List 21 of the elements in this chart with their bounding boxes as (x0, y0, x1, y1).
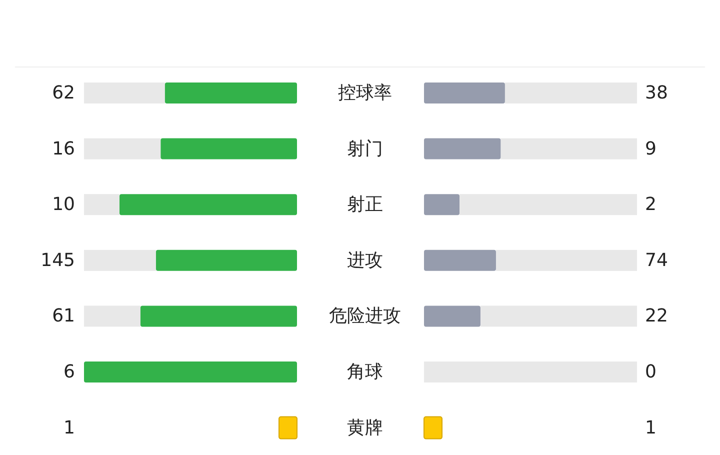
value-label: 61 (52, 306, 75, 327)
category: 射门 (347, 138, 383, 160)
value-label: 0 (645, 362, 656, 382)
value-label: 1 (645, 417, 656, 438)
value-label: 38 (645, 82, 668, 104)
value-label: 1 (64, 417, 75, 438)
value-label: 2 (645, 194, 656, 216)
value-label: 6 (64, 362, 75, 382)
category: 角球 (347, 362, 383, 382)
value-label: 62 (52, 82, 75, 104)
value-label: 74 (645, 250, 668, 271)
category: 危险进攻 (329, 306, 401, 327)
value-label: 9 (645, 138, 656, 160)
value-label: 22 (645, 306, 668, 327)
value-label: 10 (52, 194, 75, 216)
category: 黄牌 (347, 417, 383, 438)
category: 控球率 (338, 82, 392, 104)
category: 进攻 (347, 250, 383, 271)
value-label: 145 (40, 250, 75, 271)
value-label: 16 (52, 138, 75, 160)
category: 射正 (347, 194, 383, 216)
